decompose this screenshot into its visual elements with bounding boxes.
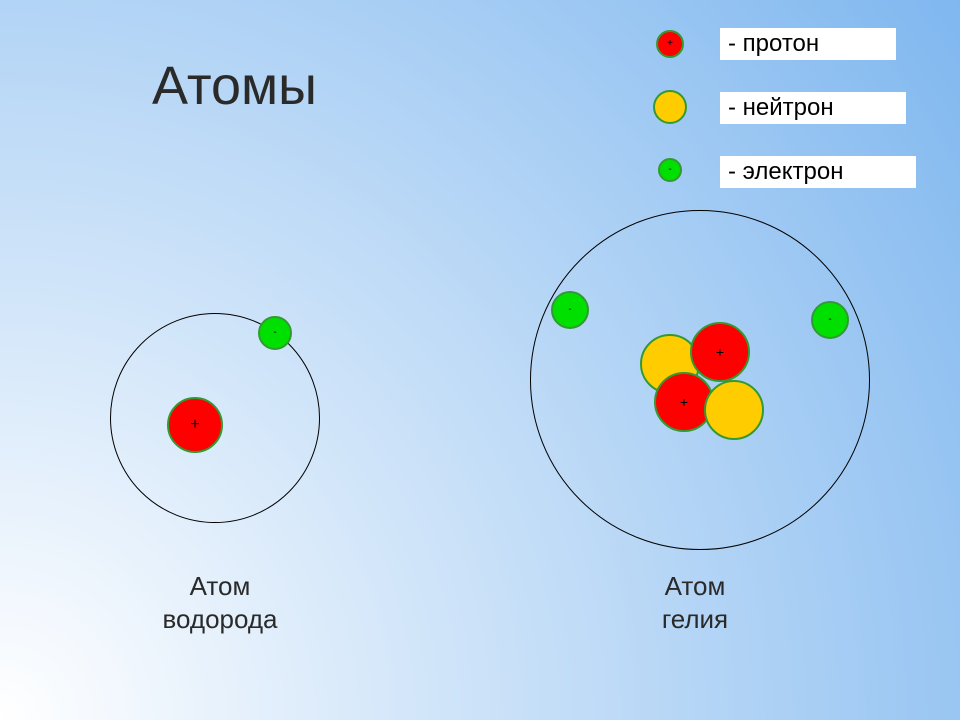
electron-icon-glyph: - (668, 165, 671, 175)
hydrogen-electron: - (258, 316, 292, 350)
plus-glyph: + (680, 395, 688, 409)
helium-neutron-2 (704, 380, 764, 440)
legend-label-proton: - протон (720, 28, 896, 60)
hydrogen-proton: + (167, 397, 223, 453)
plus-glyph: + (190, 417, 199, 433)
hydrogen-caption: Атом водорода (135, 570, 305, 635)
helium-electron-1: - (551, 291, 589, 329)
helium-proton-1: + (690, 322, 750, 382)
proton-icon-glyph: + (667, 39, 673, 49)
proton-icon: + (656, 30, 684, 58)
diagram-stage: Атомы + - протон - нейтрон - - электрон … (0, 0, 960, 720)
helium-caption: Атом гелия (610, 570, 780, 635)
minus-glyph: - (828, 315, 831, 325)
legend-label-electron: - электрон (720, 156, 916, 188)
neutron-icon (653, 90, 687, 124)
legend-label-neutron: - нейтрон (720, 92, 906, 124)
electron-icon: - (658, 158, 682, 182)
helium-electron-2: - (811, 301, 849, 339)
plus-glyph: + (716, 345, 724, 359)
minus-glyph: - (273, 328, 276, 338)
page-title: Атомы (152, 55, 317, 117)
minus-glyph: - (568, 305, 571, 315)
